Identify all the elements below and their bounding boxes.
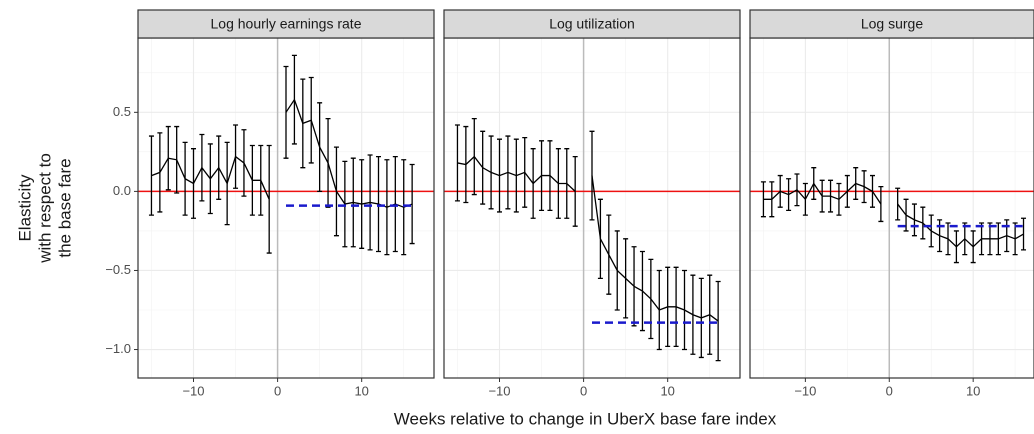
x-axis-title: Weeks relative to change in UberX base f… [394, 409, 777, 428]
y-tick-label: 0.5 [113, 104, 131, 119]
strip [137, 9, 435, 39]
x-tick-label: 0 [274, 383, 281, 398]
y-axis-title: with respect to [35, 153, 54, 264]
y-tick-label: −0.5 [105, 262, 131, 277]
error-bar [895, 187, 901, 221]
panel-background [750, 38, 1034, 378]
x-tick-label: 10 [354, 383, 368, 398]
strip [749, 9, 1034, 39]
error-bar [572, 155, 578, 227]
x-tick-label: 10 [966, 383, 980, 398]
strip-label: Log utilization [549, 16, 635, 32]
x-tick-label: 0 [580, 383, 587, 398]
strip-label: Log hourly earnings rate [211, 16, 362, 32]
y-tick-label: 0.0 [113, 183, 131, 198]
error-bar [266, 144, 272, 254]
strip [443, 9, 741, 39]
x-tick-label: −10 [182, 383, 204, 398]
error-bar [589, 130, 595, 221]
series-line [763, 182, 1024, 248]
x-tick-label: 10 [660, 383, 674, 398]
y-axis-title: the base fare [55, 158, 74, 257]
x-tick-label: −10 [488, 383, 510, 398]
x-tick-label: 0 [886, 383, 893, 398]
strip-label: Log surge [861, 16, 923, 32]
series-line [457, 155, 719, 322]
y-tick-label: −1.0 [105, 341, 131, 356]
x-tick-label: −10 [794, 383, 816, 398]
y-axis-title: Elasticity [15, 174, 34, 242]
